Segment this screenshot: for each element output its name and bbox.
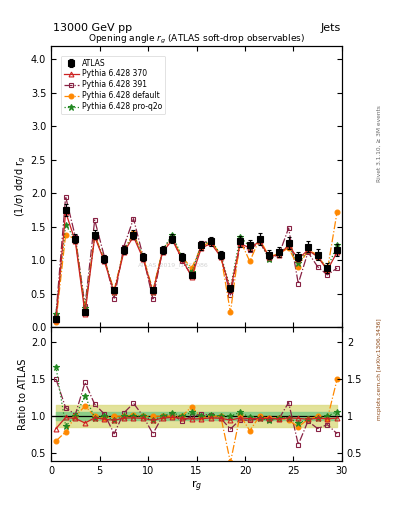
Legend: ATLAS, Pythia 6.428 370, Pythia 6.428 391, Pythia 6.428 default, Pythia 6.428 pr: ATLAS, Pythia 6.428 370, Pythia 6.428 39…	[61, 55, 165, 114]
Title: Opening angle $r_g$ (ATLAS soft-drop observables): Opening angle $r_g$ (ATLAS soft-drop obs…	[88, 33, 305, 46]
Y-axis label: Ratio to ATLAS: Ratio to ATLAS	[18, 358, 28, 430]
Text: mcplots.cern.ch [arXiv:1306.3436]: mcplots.cern.ch [arXiv:1306.3436]	[377, 318, 382, 419]
X-axis label: r$_g$: r$_g$	[191, 478, 202, 494]
Text: Rivet 3.1.10, ≥ 3M events: Rivet 3.1.10, ≥ 3M events	[377, 105, 382, 182]
Text: 13000 GeV pp: 13000 GeV pp	[53, 23, 132, 33]
Text: Jets: Jets	[321, 23, 341, 33]
Y-axis label: (1/σ) dσ/d r$_g$: (1/σ) dσ/d r$_g$	[13, 156, 28, 217]
Text: ATLAS_2019_I1772086: ATLAS_2019_I1772086	[138, 262, 209, 268]
